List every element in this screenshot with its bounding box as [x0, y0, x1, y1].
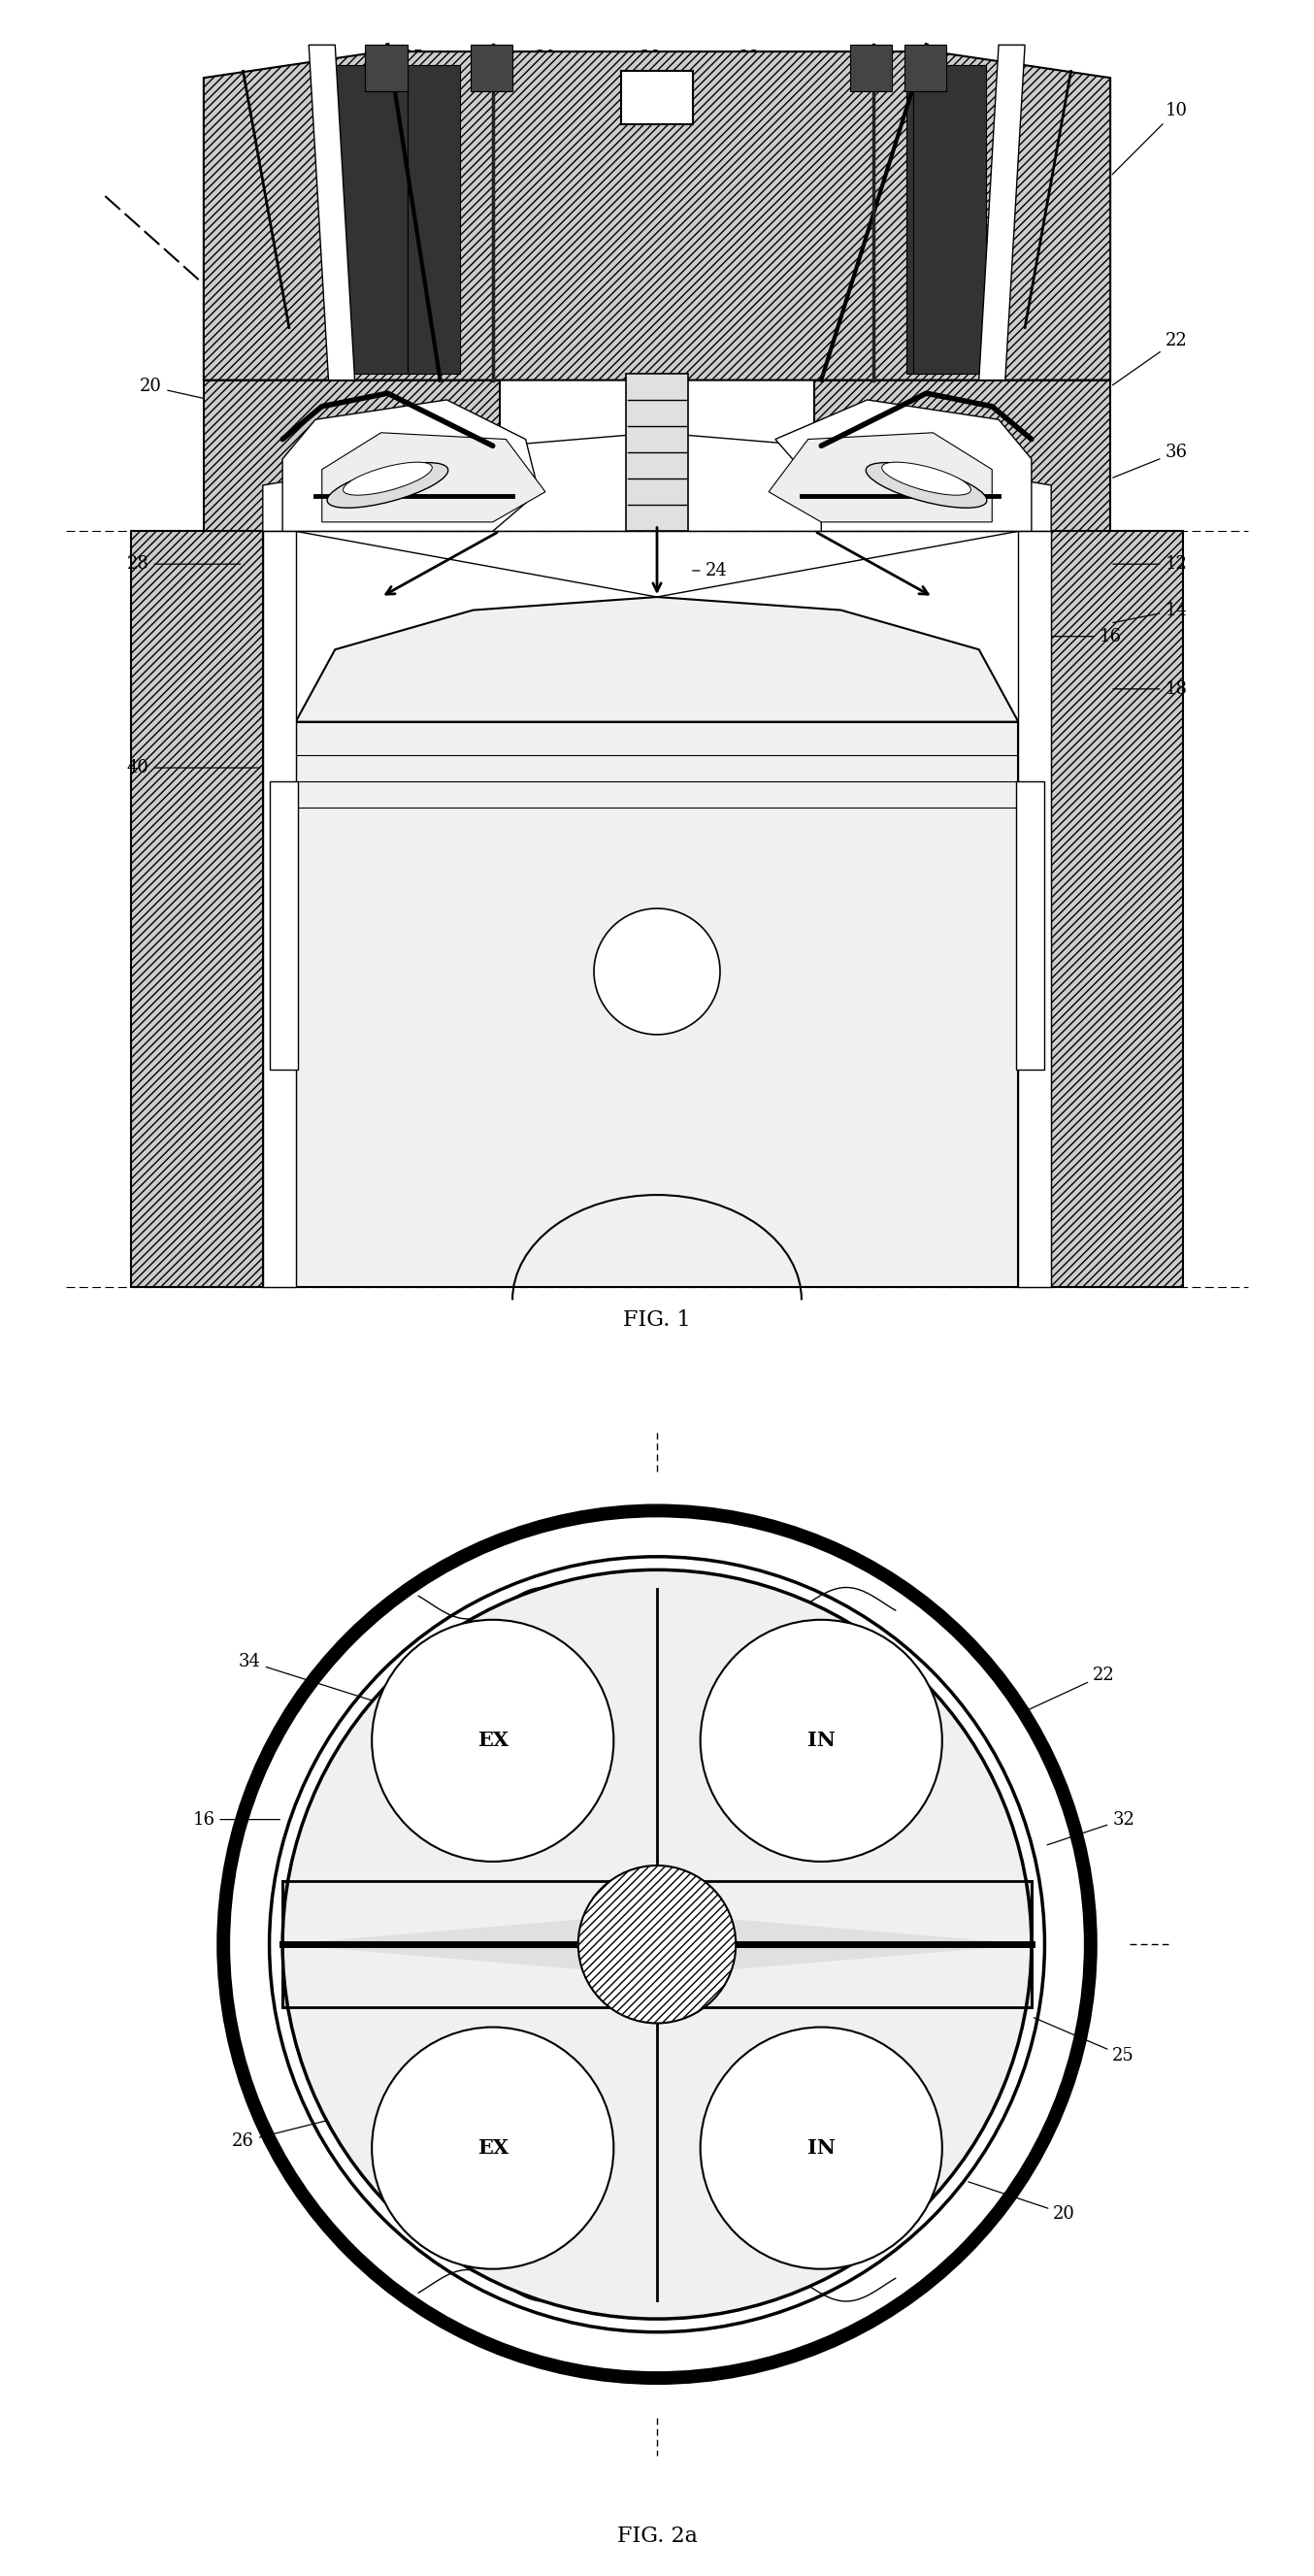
Polygon shape [204, 52, 1110, 381]
Text: 10: 10 [1112, 103, 1187, 175]
Text: FIG. 1: FIG. 1 [623, 1309, 691, 1329]
Polygon shape [296, 721, 1018, 1288]
Polygon shape [131, 531, 263, 1288]
Polygon shape [907, 64, 959, 374]
Polygon shape [1051, 531, 1183, 1288]
Polygon shape [335, 64, 407, 374]
Bar [904, 44, 946, 90]
Text: 20: 20 [968, 2182, 1075, 2223]
Ellipse shape [866, 464, 987, 507]
Polygon shape [815, 381, 1110, 531]
Circle shape [283, 1569, 1031, 2318]
Text: 24: 24 [692, 562, 727, 580]
Text: 22: 22 [1113, 332, 1187, 386]
Circle shape [700, 2027, 942, 2269]
Circle shape [269, 1556, 1045, 2331]
Polygon shape [283, 1569, 1031, 1945]
Circle shape [700, 1620, 942, 1862]
Text: 26: 26 [233, 2110, 372, 2151]
Text: 30: 30 [527, 49, 556, 95]
Polygon shape [407, 64, 460, 374]
Ellipse shape [343, 461, 432, 495]
Polygon shape [585, 1051, 729, 1288]
Circle shape [578, 1865, 736, 2022]
Polygon shape [769, 433, 992, 523]
Polygon shape [979, 44, 1025, 381]
Circle shape [594, 909, 720, 1036]
Bar [470, 44, 512, 90]
Text: 34: 34 [239, 1654, 372, 1700]
Bar [269, 781, 298, 1069]
Text: 25: 25 [403, 49, 424, 95]
Circle shape [223, 1510, 1091, 2378]
Text: EX: EX [477, 2138, 509, 2159]
Polygon shape [1018, 531, 1051, 1288]
Polygon shape [296, 598, 1018, 721]
Polygon shape [283, 399, 539, 531]
Polygon shape [775, 399, 1031, 531]
Ellipse shape [327, 464, 448, 507]
Polygon shape [322, 433, 545, 523]
Text: 40: 40 [127, 760, 260, 775]
Text: 18: 18 [1113, 680, 1187, 698]
Ellipse shape [882, 461, 971, 495]
Polygon shape [309, 44, 355, 381]
Text: 16: 16 [1047, 629, 1121, 644]
Text: 36: 36 [1113, 443, 1187, 477]
Bar [1016, 781, 1045, 1069]
Text: 16: 16 [193, 1811, 280, 1829]
Text: EX: EX [477, 1731, 509, 1749]
Text: 32: 32 [1047, 1811, 1134, 1844]
Circle shape [372, 1620, 614, 1862]
Text: IN: IN [807, 1731, 836, 1749]
Polygon shape [263, 531, 296, 1288]
Circle shape [372, 2027, 614, 2269]
Text: 32: 32 [738, 49, 812, 95]
Text: 12: 12 [1113, 556, 1187, 572]
Polygon shape [283, 1880, 1031, 2007]
Text: IN: IN [807, 2138, 836, 2159]
Text: 20: 20 [141, 379, 267, 412]
Polygon shape [913, 64, 986, 374]
Polygon shape [625, 374, 689, 531]
Bar [365, 44, 407, 90]
Polygon shape [204, 381, 499, 531]
Bar [850, 44, 892, 90]
Text: 38: 38 [640, 49, 661, 88]
Text: 28: 28 [127, 556, 240, 572]
Polygon shape [263, 433, 1051, 531]
Text: 40: 40 [995, 193, 1088, 242]
Text: FIG. 2a: FIG. 2a [616, 2524, 698, 2548]
Polygon shape [622, 72, 692, 124]
Polygon shape [283, 1945, 1031, 2318]
Text: 14: 14 [1113, 600, 1187, 623]
Text: 22: 22 [1021, 1667, 1114, 1713]
Text: 25: 25 [1034, 2017, 1134, 2066]
